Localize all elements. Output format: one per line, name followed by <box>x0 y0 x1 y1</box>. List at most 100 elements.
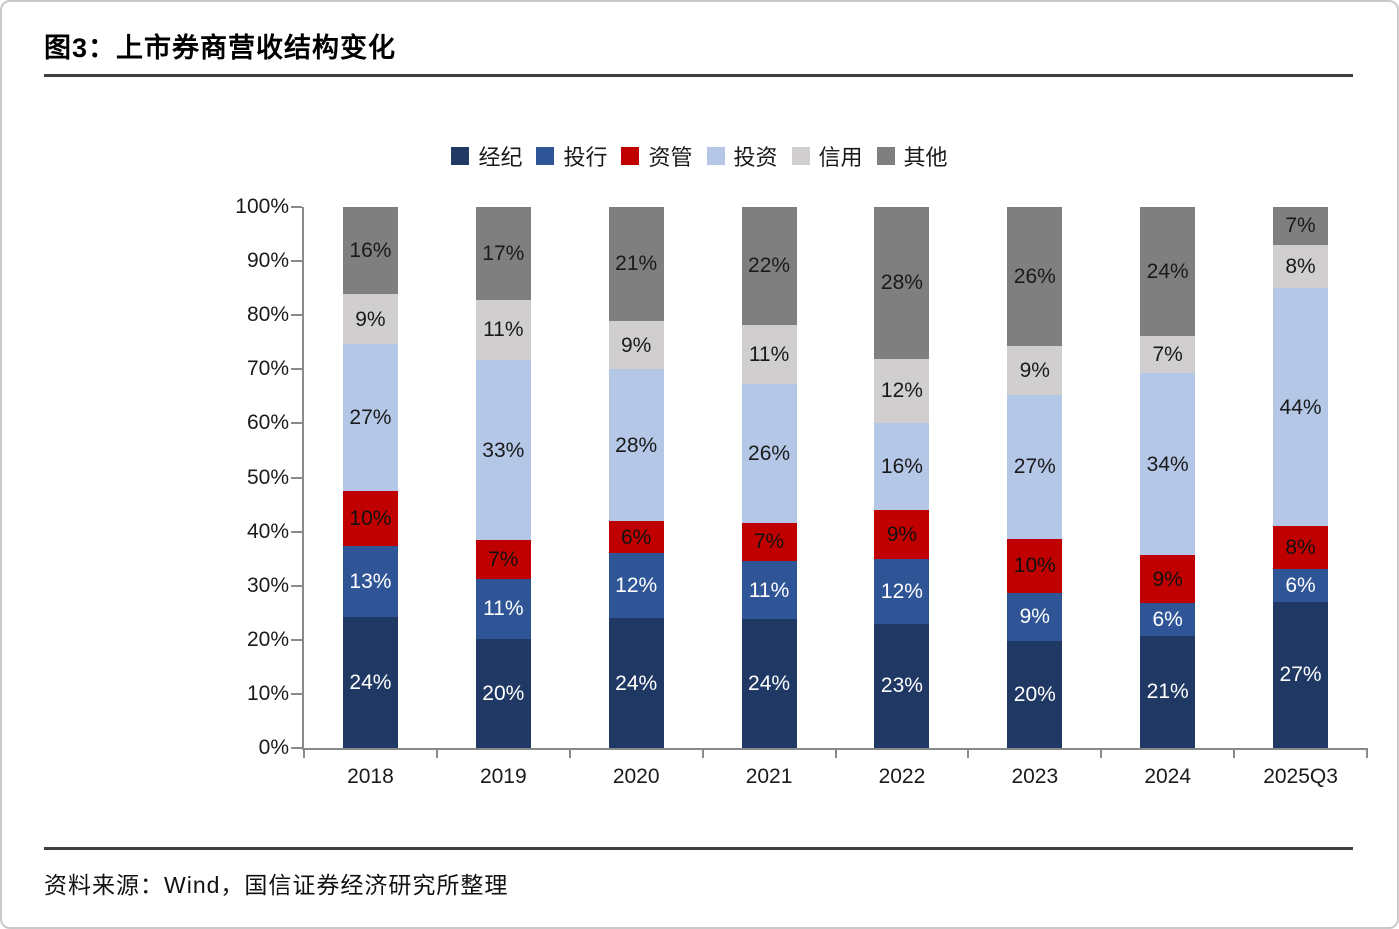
x-axis-tick-mark <box>834 748 837 758</box>
x-axis-tick-mark <box>568 748 571 758</box>
y-axis-tick-label: 30% <box>246 573 289 597</box>
x-axis-tick-mark <box>303 748 305 758</box>
segment-value-label: 7% <box>488 547 519 571</box>
chart-plot-area: 0% 10% 20% 30% 40% 50% 60% 70% 80% 90% 100% 2018 24%… <box>235 195 1368 788</box>
y-axis-tick-mark <box>291 422 302 425</box>
segment-value-label: 7% <box>1285 214 1316 238</box>
segment-value-label: 11% <box>483 318 524 342</box>
x-axis-category-label: 2024 <box>1144 765 1192 788</box>
bar-segment-经纪: 21% <box>1140 635 1196 748</box>
segment-value-label: 11% <box>748 578 790 602</box>
y-axis-tick-label: 100% <box>235 195 289 218</box>
bar-segment-投行: 9% <box>1007 592 1063 641</box>
y-axis-tick-mark <box>291 314 302 317</box>
segment-value-label: 24% <box>1146 259 1189 283</box>
x-axis-category-label: 2019 <box>479 765 527 788</box>
bar-segment-信用: 11% <box>741 324 797 384</box>
bar-segment-经纪: 24% <box>741 619 797 748</box>
bar-segment-信用: 9% <box>608 320 664 370</box>
y-axis-tick-mark <box>291 692 302 695</box>
segment-value-label: 21% <box>615 252 658 276</box>
bar-segment-投资: 33% <box>475 360 531 541</box>
segment-value-label: 13% <box>349 569 392 593</box>
segment-value-label: 11% <box>748 342 790 366</box>
y-axis-tick-label: 0% <box>258 736 289 759</box>
bar-segment-其他: 21% <box>608 207 664 321</box>
bar-segment-资管: 7% <box>741 523 797 561</box>
legend-swatch <box>706 147 725 165</box>
legend-label: 资管 <box>648 145 693 170</box>
bar-segment-信用: 9% <box>342 294 398 344</box>
legend-item-其他: 其他 <box>876 140 948 172</box>
bar-segment-经纪: 20% <box>475 638 531 748</box>
source-note: 资料来源：Wind，国信证券经济研究所整理 <box>44 872 509 898</box>
legend-item-资管: 资管 <box>621 140 693 172</box>
segment-value-label: 24% <box>615 671 658 695</box>
segment-value-label: 6% <box>1285 574 1316 598</box>
bar-segment-投行: 11% <box>741 560 797 620</box>
y-axis-tick-label: 60% <box>246 411 289 435</box>
x-axis-category-label: 2021 <box>745 765 793 788</box>
bar-segment-资管: 9% <box>1140 555 1196 604</box>
y-axis-tick-mark <box>291 747 302 749</box>
segment-value-label: 9% <box>1152 567 1183 591</box>
bar-segment-信用: 7% <box>1140 335 1196 374</box>
segment-value-label: 9% <box>355 307 386 331</box>
x-axis-tick-mark <box>1233 748 1236 758</box>
segment-value-label: 8% <box>1285 255 1316 279</box>
y-axis-tick-label: 50% <box>246 465 289 489</box>
bar-segment-信用: 8% <box>1273 244 1329 289</box>
stacked-bar-2019: 20% 11% 7% 33% 11% 17% <box>475 207 531 748</box>
y-axis-tick-mark <box>291 368 302 371</box>
legend-label: 其他 <box>903 145 948 170</box>
legend-swatch <box>791 147 810 165</box>
segment-value-label: 28% <box>615 433 658 457</box>
y-axis-tick-label: 10% <box>246 681 289 705</box>
segment-value-label: 12% <box>880 379 923 403</box>
bar-segment-投资: 16% <box>874 423 930 510</box>
x-axis-category-label: 2020 <box>612 765 660 788</box>
y-axis-tick-label: 20% <box>246 627 289 651</box>
segment-value-label: 7% <box>1152 342 1183 366</box>
x-axis-tick-mark <box>435 748 438 758</box>
bar-segment-其他: 26% <box>1007 207 1063 347</box>
segment-value-label: 44% <box>1279 395 1322 419</box>
legend-label: 投资 <box>733 145 778 170</box>
y-axis-tick-label: 70% <box>246 357 289 381</box>
bar-segment-资管: 6% <box>608 520 664 554</box>
footer-divider <box>44 847 1353 850</box>
y-axis-tick-mark <box>291 260 302 263</box>
segment-value-label: 8% <box>1285 536 1316 560</box>
segment-value-label: 6% <box>621 525 652 549</box>
segment-value-label: 21% <box>1146 680 1189 704</box>
bar-segment-信用: 12% <box>874 358 930 424</box>
segment-value-label: 11% <box>483 597 524 621</box>
bar-segment-其他: 17% <box>475 207 531 300</box>
stacked-bar-2025Q3: 27% 6% 8% 44% 8% 7% <box>1273 207 1329 748</box>
segment-value-label: 33% <box>482 438 525 462</box>
bar-segment-投资: 27% <box>1007 394 1063 540</box>
y-axis-tick-mark <box>291 206 302 208</box>
legend-label: 投行 <box>563 145 608 170</box>
segment-value-label: 24% <box>349 670 392 694</box>
bar-segment-经纪: 27% <box>1273 601 1329 748</box>
x-axis-category-label: 2023 <box>1011 765 1059 788</box>
legend-item-信用: 信用 <box>791 140 863 172</box>
segment-value-label: 20% <box>1013 682 1056 706</box>
legend-item-投行: 投行 <box>536 140 607 172</box>
segment-value-label: 9% <box>621 333 652 357</box>
bar-segment-其他: 22% <box>741 207 797 325</box>
legend-item-经纪: 经纪 <box>451 140 522 172</box>
segment-value-label: 27% <box>349 405 392 429</box>
bar-segment-经纪: 24% <box>342 616 398 748</box>
segment-value-label: 7% <box>753 530 785 554</box>
y-axis-tick-mark <box>291 638 302 641</box>
segment-value-label: 6% <box>1152 607 1183 631</box>
bar-segment-投资: 26% <box>741 383 797 524</box>
segment-value-label: 16% <box>880 455 923 479</box>
segment-value-label: 34% <box>1146 452 1189 476</box>
bar-segment-信用: 9% <box>1007 346 1063 395</box>
x-axis-tick-mark <box>1100 748 1103 758</box>
segment-value-label: 22% <box>748 254 791 278</box>
